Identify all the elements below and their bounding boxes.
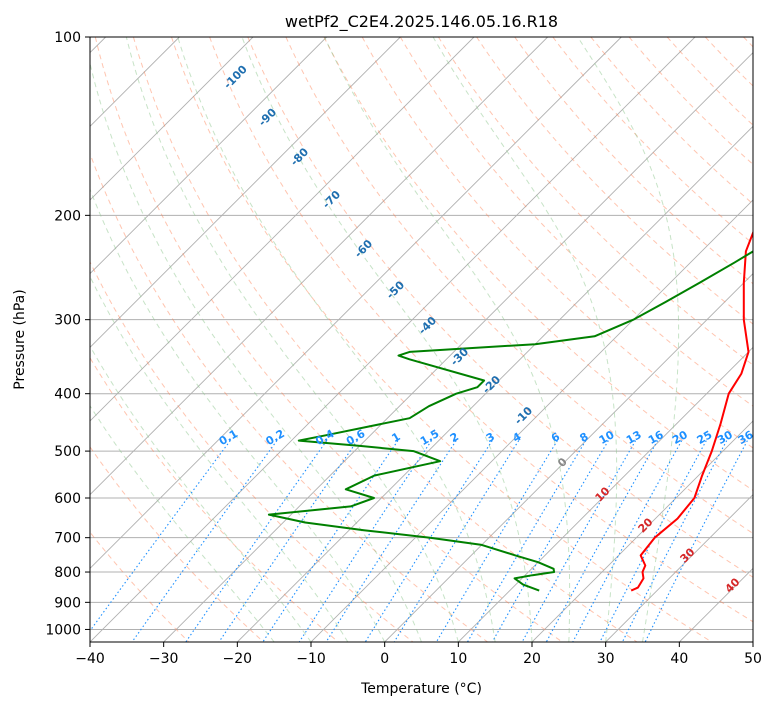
y-tick-label: 100 [54, 30, 81, 46]
y-tick-label: 900 [54, 595, 81, 611]
y-tick-label: 300 [54, 313, 81, 329]
x-tick-label: 30 [597, 651, 615, 667]
y-tick-label: 1000 [45, 622, 81, 638]
x-tick-label: −20 [223, 651, 253, 667]
x-tick-label: −10 [296, 651, 326, 667]
x-tick-label: 50 [744, 651, 762, 667]
y-tick-label: 400 [54, 387, 81, 403]
y-tick-label: 600 [54, 491, 81, 507]
y-tick-label: 200 [54, 208, 81, 224]
y-axis-label: Pressure (hPa) [12, 289, 28, 389]
x-tick-label: −30 [149, 651, 179, 667]
x-axis-label: Temperature (°C) [360, 681, 482, 697]
plot-area [90, 37, 753, 642]
x-tick-label: 40 [670, 651, 688, 667]
x-tick-label: −40 [75, 651, 105, 667]
y-tick-label: 800 [54, 565, 81, 581]
y-tick-label: 700 [54, 531, 81, 547]
x-tick-label: 0 [380, 651, 389, 667]
x-tick-label: 20 [523, 651, 541, 667]
x-tick-label: 10 [449, 651, 467, 667]
y-tick-label: 500 [54, 444, 81, 460]
chart-title: wetPf2_C2E4.2025.146.05.16.R18 [285, 12, 558, 32]
